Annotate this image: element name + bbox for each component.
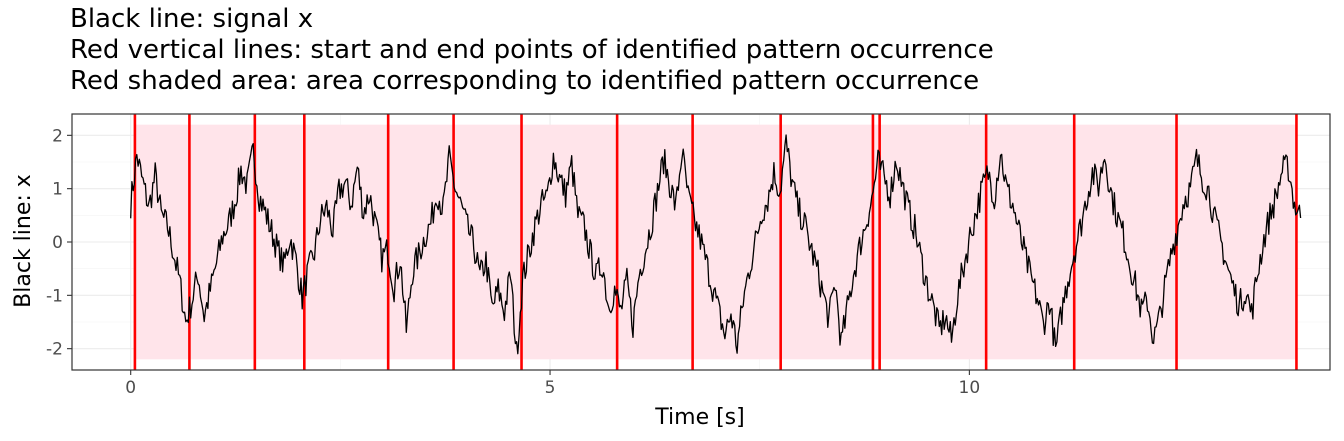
- x-tick-label: 0: [125, 378, 136, 398]
- title-line-3: Red shaded area: area corresponding to i…: [70, 66, 980, 96]
- red-vertical-lines: [133, 114, 1298, 370]
- y-tick-label: -2: [46, 340, 63, 360]
- signal-line: [130, 134, 1302, 355]
- shaded-region: [134, 124, 1297, 360]
- y-tick-label: 2: [52, 126, 63, 146]
- chart-title: Black line: signal x Red vertical lines:…: [70, 4, 1330, 97]
- shaded-area: [134, 124, 1297, 360]
- y-axis-label: Black line: x: [11, 174, 36, 308]
- x-axis-label: Time [s]: [654, 405, 744, 430]
- title-line-2: Red vertical lines: start and end points…: [70, 35, 994, 65]
- x-axis-ticks: 0 5 10: [125, 370, 980, 398]
- y-axis-ticks: 2 1 0 -1 -2: [46, 126, 72, 360]
- title-line-1: Black line: signal x: [70, 4, 314, 34]
- y-tick-label: -1: [46, 286, 63, 306]
- signal-series: [130, 134, 1302, 355]
- x-tick-label: 10: [959, 378, 981, 398]
- y-tick-label: 0: [52, 233, 63, 253]
- y-tick-label: 1: [52, 180, 63, 200]
- x-tick-label: 5: [545, 378, 556, 398]
